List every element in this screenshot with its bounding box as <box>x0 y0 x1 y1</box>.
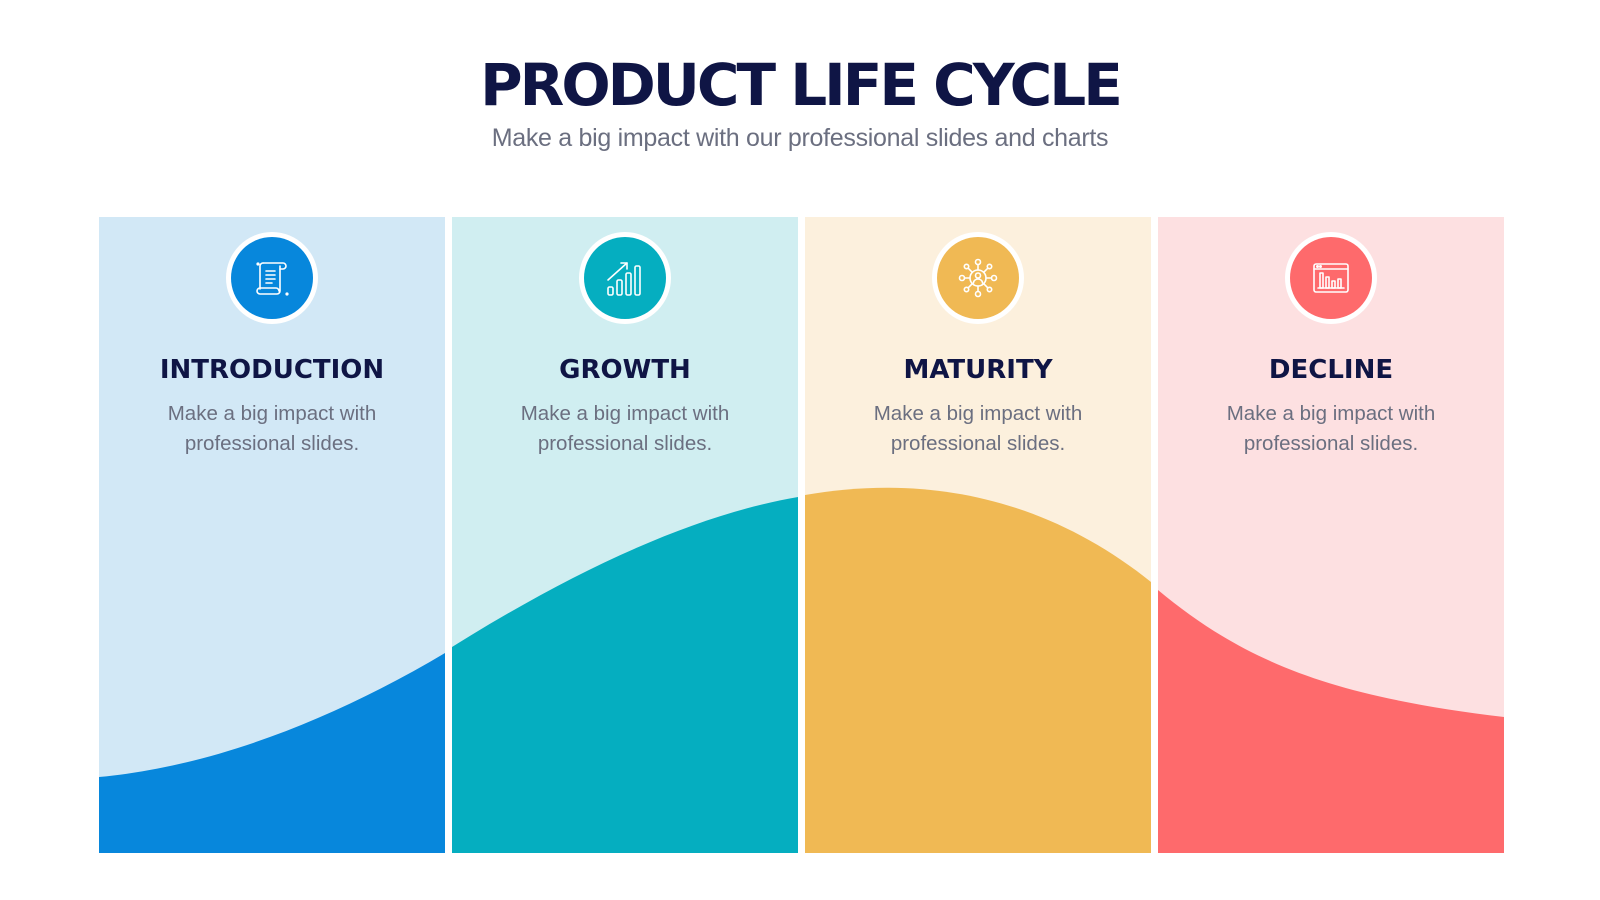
icon-badge-decline <box>1285 232 1377 324</box>
page-title: PRODUCT LIFE CYCLE <box>480 51 1123 119</box>
curve-segment-introduction <box>99 653 445 853</box>
stage-panel-introduction: INTRODUCTION Make a big impact with prof… <box>99 217 445 853</box>
stage-description-maturity: Make a big impact with professional slid… <box>873 402 1083 455</box>
icon-badge-maturity <box>932 232 1024 324</box>
curve-segment-growth <box>452 497 798 853</box>
page-subtitle: Make a big impact with our professional … <box>491 124 1109 152</box>
dashboard-chart-icon <box>1313 263 1349 293</box>
document-scroll-icon <box>256 262 289 296</box>
icon-badge-growth <box>579 232 671 324</box>
stage-panel-growth: GROWTH Make a big impact with profession… <box>452 217 798 853</box>
curve-segment-decline <box>1158 590 1504 853</box>
stage-title-maturity: MATURITY <box>903 355 1053 385</box>
icon-badge-introduction <box>226 232 318 324</box>
curve-segment-maturity <box>805 487 1151 853</box>
stage-title-decline: DECLINE <box>1268 355 1394 385</box>
stage-panel-maturity: MATURITY Make a big impact with professi… <box>805 217 1151 853</box>
stage-description-decline: Make a big impact with professional slid… <box>1226 402 1436 455</box>
growth-chart-icon <box>607 262 641 296</box>
stage-description-growth: Make a big impact with professional slid… <box>520 402 730 455</box>
stage-title-introduction: INTRODUCTION <box>159 355 385 385</box>
network-user-icon <box>958 258 998 298</box>
stage-panel-decline: DECLINE Make a big impact with professio… <box>1158 217 1504 853</box>
stage-title-growth: GROWTH <box>559 355 691 385</box>
stage-description-introduction: Make a big impact with professional slid… <box>167 402 377 455</box>
